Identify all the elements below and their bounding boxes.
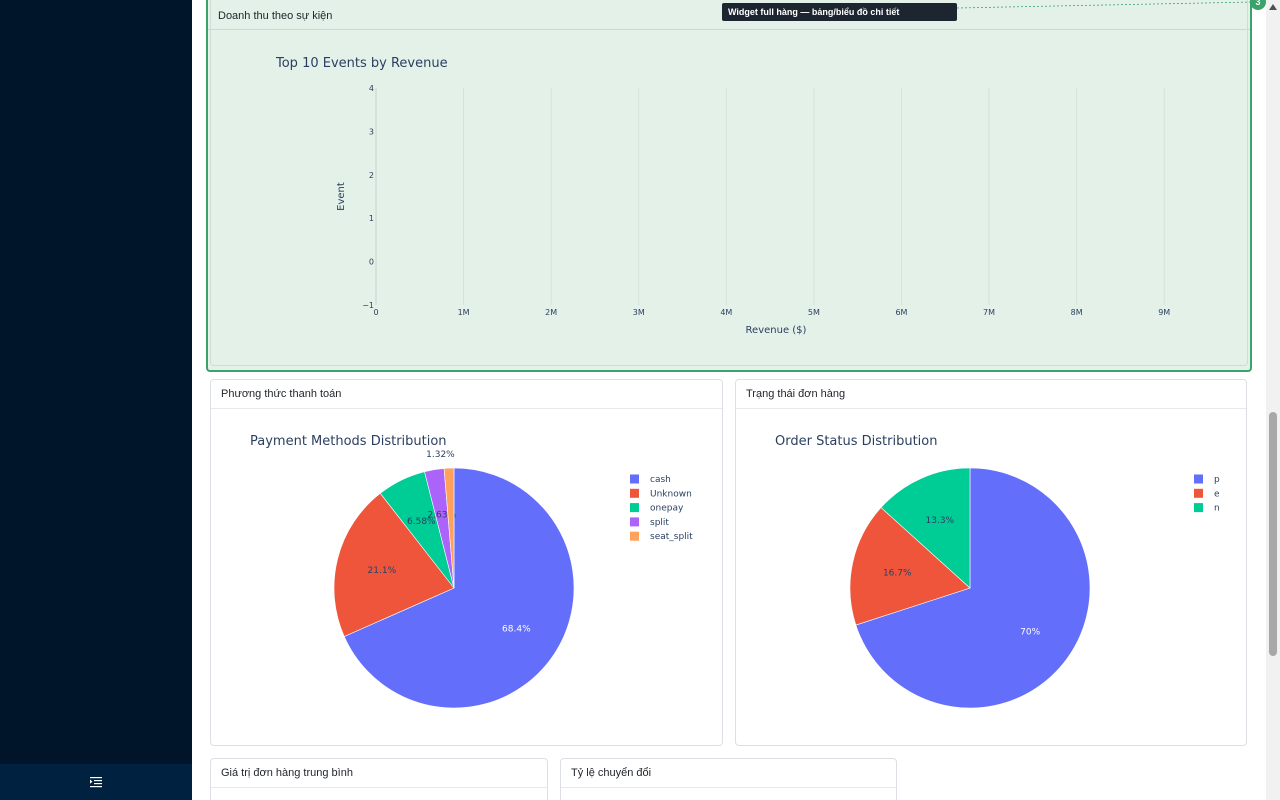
- pie-slice-p: [855, 467, 1091, 709]
- widget-title: Doanh thu theo sự kiện: [218, 9, 333, 22]
- legend-label: onepay: [650, 504, 684, 514]
- vertical-scrollbar[interactable]: [1266, 0, 1280, 800]
- x-tick-label: 0: [373, 308, 378, 317]
- collapse-menu-icon: [90, 777, 102, 788]
- widget-tooltip: Widget full hàng — bảng/biểu đồ chi tiết: [722, 3, 957, 21]
- x-tick-label: 8M: [1071, 308, 1083, 317]
- widget-title: Trạng thái đơn hàng: [746, 388, 846, 400]
- x-tick-label: 4M: [720, 308, 732, 317]
- legend-label: p: [1214, 475, 1220, 485]
- x-tick-label: 6M: [895, 308, 907, 317]
- legend-swatch: [1194, 474, 1203, 484]
- y-axis-title: Event: [336, 182, 347, 211]
- widget-order-status[interactable]: Trạng thái đơn hàng Order Status Distrib…: [735, 379, 1247, 746]
- widget-avg-order-value[interactable]: Giá trị đơn hàng trung bình: [210, 758, 548, 800]
- pie-slice-label: 6.58%: [407, 517, 436, 527]
- x-tick-label: 2M: [545, 308, 557, 317]
- sidebar: [0, 0, 192, 800]
- widget-inner-frame: [210, 0, 1248, 366]
- dashboard-main: Doanh thu theo sự kiện Top 10 Events by …: [192, 0, 1266, 800]
- pie-slice-label: 70%: [1020, 628, 1040, 638]
- pie-slice-label: 68.4%: [502, 625, 531, 635]
- order-status-pie-chart: 70% 16.7% 13.3% pen: [849, 467, 1220, 709]
- y-tick-label: 1: [369, 214, 374, 223]
- sidebar-collapse-button[interactable]: [0, 764, 192, 800]
- widget-conversion-rate[interactable]: Tỷ lệ chuyển đổi: [560, 758, 897, 800]
- chart-title: Order Status Distribution: [775, 434, 938, 449]
- x-axis-title: Revenue ($): [746, 325, 807, 336]
- pie-slice-cash: [343, 467, 575, 709]
- legend-swatch: [630, 474, 639, 484]
- pie-slice-label: 2.63%: [427, 511, 456, 521]
- chart-title: Top 10 Events by Revenue: [276, 56, 448, 71]
- widget-payment-methods[interactable]: Phương thức thanh toán Payment Methods D…: [210, 379, 723, 746]
- y-tick-label: 0: [369, 258, 374, 267]
- widget-revenue-by-event[interactable]: Doanh thu theo sự kiện Top 10 Events by …: [206, 0, 1252, 372]
- x-tick-label: 7M: [983, 308, 995, 317]
- legend-label: seat_split: [650, 532, 693, 542]
- x-tick-label: 3M: [633, 308, 645, 317]
- widget-header: Trạng thái đơn hàng: [736, 380, 1246, 409]
- pie-slice-label: 21.1%: [368, 566, 397, 576]
- legend-label: e: [1214, 489, 1220, 499]
- legend-swatch: [630, 517, 639, 527]
- pie-slice-n: [880, 467, 971, 589]
- legend-label: cash: [650, 475, 671, 485]
- triangle-up-icon: [1269, 4, 1277, 10]
- widget-header: Tỷ lệ chuyển đổi: [561, 759, 896, 788]
- y-tick-label: 3: [369, 127, 374, 136]
- widget-badge: 3: [1250, 0, 1266, 10]
- widget-title: Tỷ lệ chuyển đổi: [571, 767, 652, 779]
- legend-swatch: [1194, 488, 1203, 498]
- chart-title: Payment Methods Distribution: [250, 434, 447, 449]
- y-tick-label: 2: [369, 171, 374, 180]
- legend-label: Unknown: [650, 489, 692, 499]
- y-tick-label: −1: [362, 301, 374, 310]
- scroll-thumb[interactable]: [1269, 412, 1277, 656]
- widget-header: Phương thức thanh toán: [211, 380, 722, 409]
- legend-swatch: [630, 503, 639, 513]
- payment-methods-pie-chart: 68.4% 21.1% 6.58%2.63% 1.32% cash Unknown onep…: [333, 450, 693, 709]
- y-tick-label: 4: [369, 84, 374, 93]
- legend-swatch: [630, 531, 639, 541]
- pie-slice-Unknown: [333, 492, 455, 637]
- legend-label: n: [1214, 504, 1220, 514]
- widget-title: Giá trị đơn hàng trung bình: [221, 767, 353, 779]
- pie-slice-label: 1.32%: [426, 450, 455, 460]
- pie-slice-label: 16.7%: [883, 568, 912, 578]
- x-tick-label: 1M: [458, 308, 470, 317]
- pie-slice-e: [849, 507, 971, 626]
- legend-label: split: [650, 518, 669, 528]
- pie-slice-seat_split: [443, 467, 455, 589]
- legend-swatch: [630, 488, 639, 498]
- x-tick-label: 5M: [808, 308, 820, 317]
- legend-swatch: [1194, 503, 1203, 513]
- widget-header: Doanh thu theo sự kiện: [208, 0, 1250, 30]
- tooltip-connector-line: [957, 1, 1254, 9]
- widget-header: Giá trị đơn hàng trung bình: [211, 759, 547, 788]
- x-tick-label: 9M: [1158, 308, 1170, 317]
- widget-title: Phương thức thanh toán: [221, 388, 342, 400]
- pie-slice-label: 13.3%: [926, 516, 955, 526]
- scroll-up-button[interactable]: [1266, 0, 1280, 14]
